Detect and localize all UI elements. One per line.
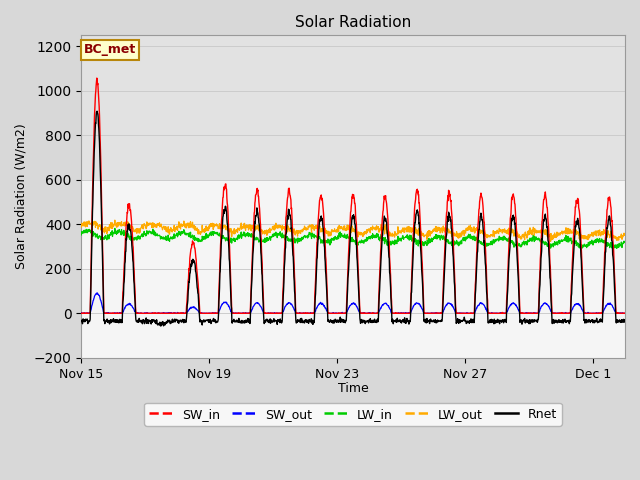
Bar — [81, 36, 625, 180]
Title: Solar Radiation: Solar Radiation — [295, 15, 412, 30]
X-axis label: Time: Time — [338, 382, 369, 395]
Y-axis label: Solar Radiation (W/m2): Solar Radiation (W/m2) — [15, 124, 28, 269]
Legend: SW_in, SW_out, LW_in, LW_out, Rnet: SW_in, SW_out, LW_in, LW_out, Rnet — [145, 403, 562, 426]
Text: BC_met: BC_met — [84, 43, 136, 56]
